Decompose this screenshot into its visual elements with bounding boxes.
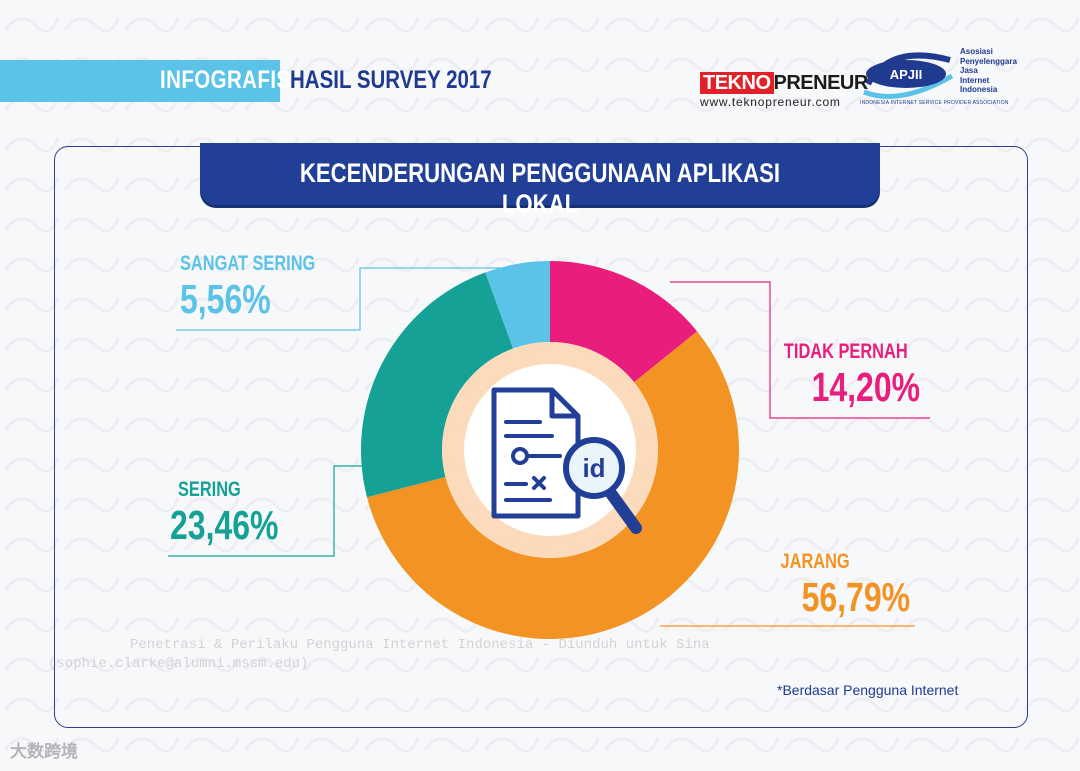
donut-slice-tidak-pernah bbox=[550, 261, 698, 383]
donut-slice-sering bbox=[360, 272, 514, 498]
header-accent-strip bbox=[0, 60, 280, 102]
header-title: HASIL SURVEY 2017 bbox=[290, 66, 492, 94]
teknopreneur-url: www.teknopreneur.com bbox=[700, 95, 841, 109]
apjii-subtitle: INDONESIA INTERNET SERVICE PROVIDER ASSO… bbox=[860, 100, 1009, 106]
slice-value-jarang: 56,79% bbox=[801, 574, 910, 620]
download-watermark: Penetrasi & Perilaku Pengguna Internet I… bbox=[48, 636, 948, 674]
document-search-icon: id bbox=[491, 387, 642, 534]
apjii-logo: APJII bbox=[863, 52, 954, 99]
connector-line bbox=[670, 281, 930, 419]
slice-label-sering: SERING bbox=[178, 478, 241, 501]
slice-label-jarang: JARANG bbox=[780, 550, 850, 573]
watermark-line: Penetrasi & Perilaku Pengguna Internet I… bbox=[130, 637, 710, 653]
apjii-name-line: Internet bbox=[960, 75, 990, 85]
teknopreneur-logo: TEKNO PRENEUR bbox=[700, 72, 868, 94]
apjii-name-line: Jasa bbox=[960, 66, 978, 75]
apjii-abbr: APJII bbox=[890, 67, 923, 82]
donut-slice-jarang bbox=[366, 331, 740, 640]
chart-title-bar: KECENDERUNGAN PENGGUNAAN APLIKASI LOKAL bbox=[200, 143, 880, 219]
slice-value-sering: 23,46% bbox=[170, 502, 279, 548]
apjii-fullname: Asosiasi Penyelenggara Jasa Internet Ind… bbox=[960, 47, 1040, 95]
apjii-name-line: Penyelenggara bbox=[960, 56, 1017, 66]
donut-slice-sangat-sering bbox=[485, 261, 550, 349]
apjii-name-line: Indonesia bbox=[960, 85, 998, 94]
corner-watermark: 大数跨境 bbox=[10, 742, 78, 761]
slice-label-tidak-pernah: TIDAK PERNAH bbox=[784, 340, 908, 363]
slice-value-sangat-sering: 5,56% bbox=[180, 276, 271, 322]
header-tag: INFOGRAFIS bbox=[160, 66, 291, 94]
slice-value-tidak-pernah: 14,20% bbox=[811, 364, 920, 410]
chart-title: KECENDERUNGAN PENGGUNAAN APLIKASI LOKAL bbox=[299, 158, 781, 219]
donut-slices bbox=[360, 261, 740, 640]
watermark-line: (sophie.clarke@alumni.mssm.edu) bbox=[48, 656, 309, 672]
center-icon-text: id bbox=[582, 453, 605, 483]
slice-label-sangat-sering: SANGAT SERING bbox=[180, 252, 316, 275]
teknopreneur-logo-part2: PRENEUR bbox=[773, 72, 869, 94]
apjii-name-line: Asosiasi bbox=[960, 47, 993, 56]
teknopreneur-logo-part1: TEKNO bbox=[700, 72, 774, 94]
connector-line bbox=[168, 465, 366, 557]
footnote: *Berdasar Pengguna Internet bbox=[777, 682, 959, 698]
